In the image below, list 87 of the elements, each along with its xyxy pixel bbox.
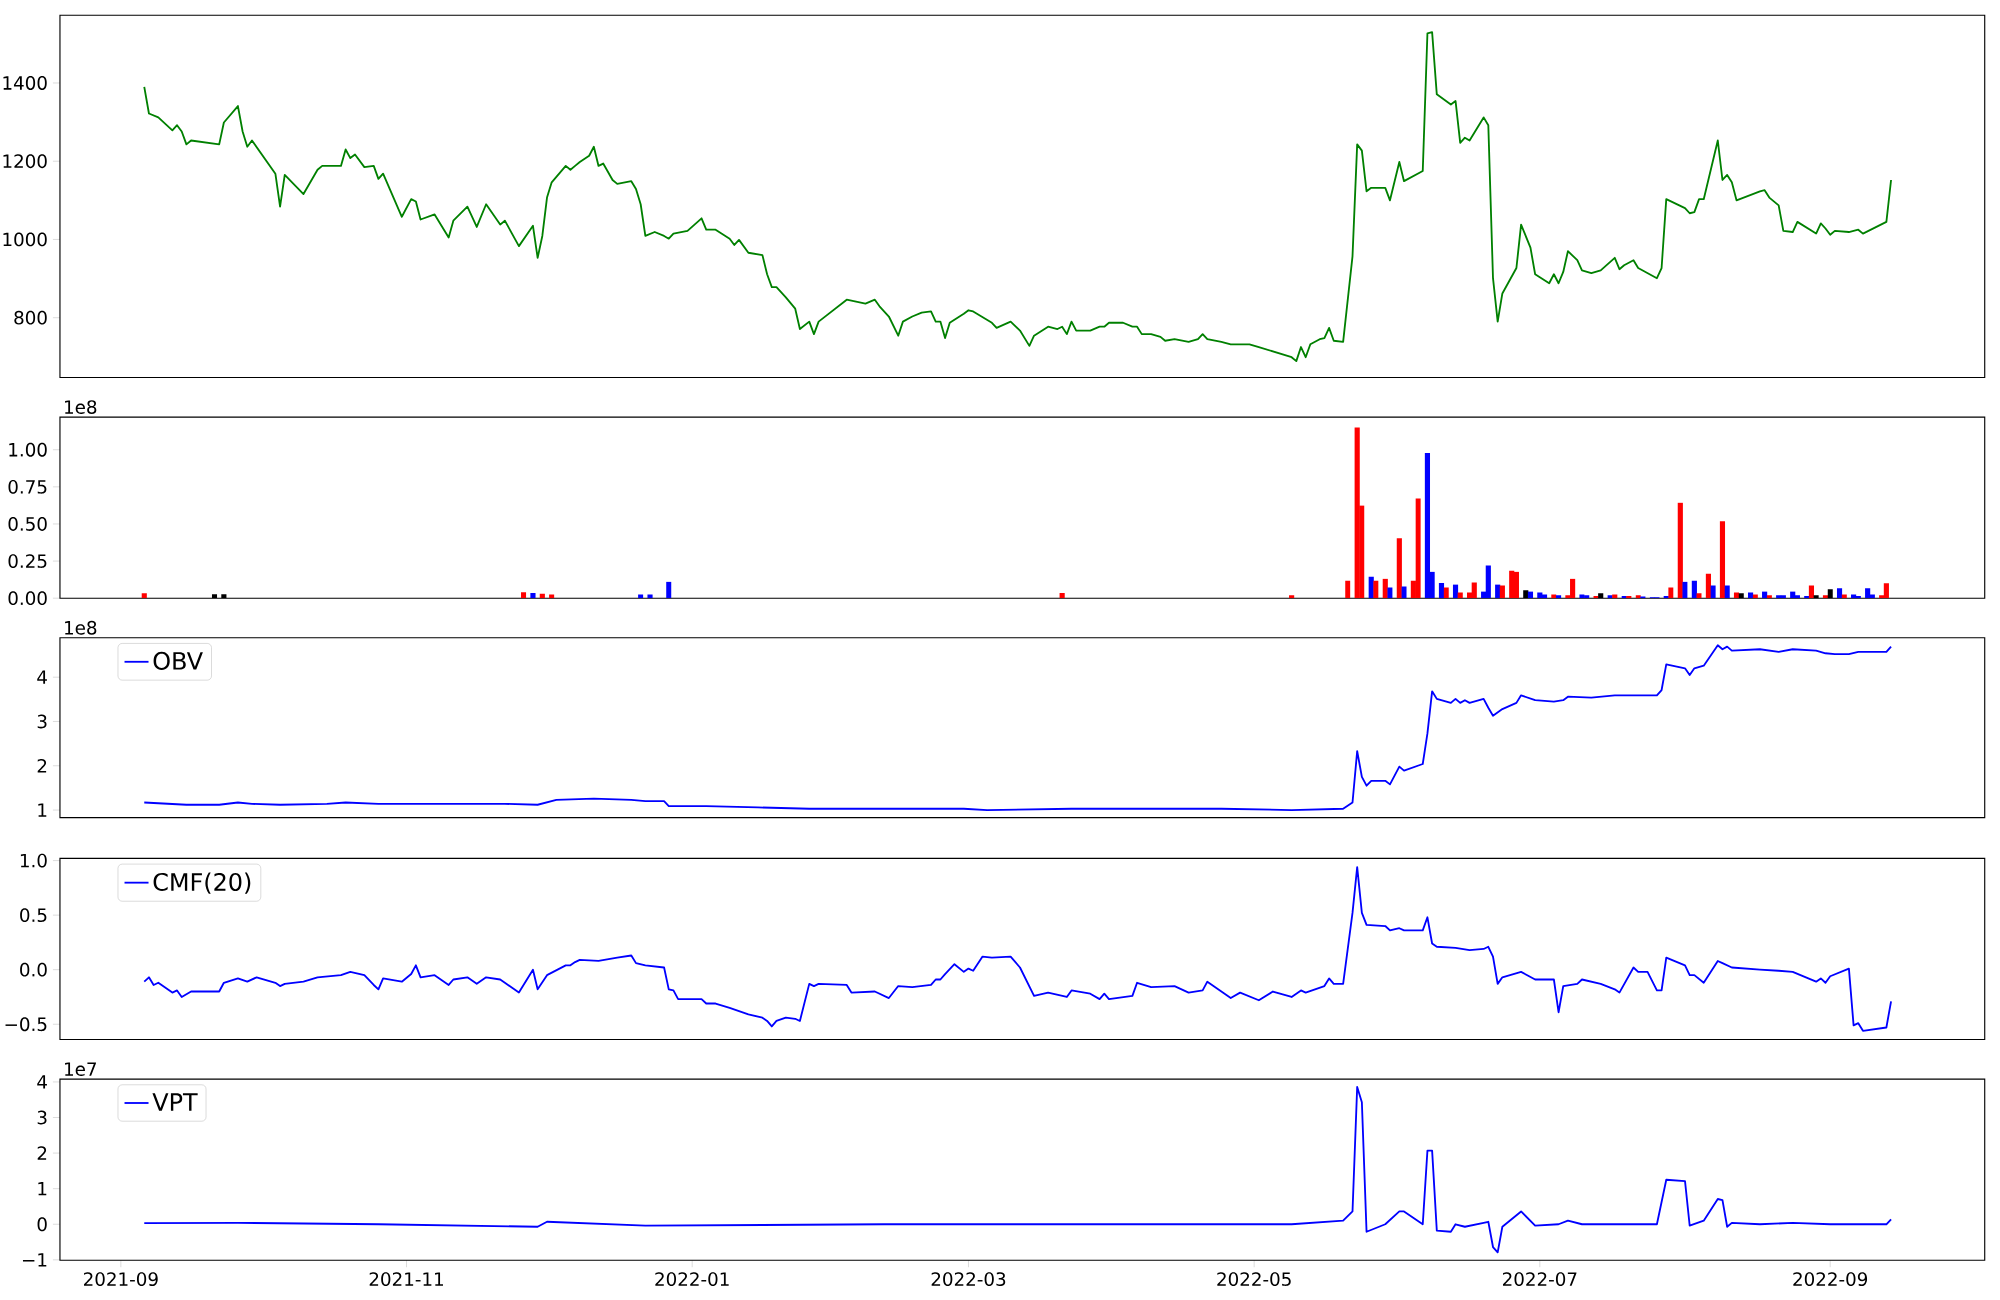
bar bbox=[1747, 592, 1754, 599]
bar bbox=[1471, 582, 1477, 599]
bar bbox=[1541, 594, 1548, 599]
bar bbox=[1808, 585, 1815, 599]
y-tick-label: 1 bbox=[38, 803, 47, 817]
bar bbox=[1841, 594, 1847, 599]
bar bbox=[1443, 587, 1449, 599]
bar bbox=[1855, 596, 1861, 599]
bar bbox=[1668, 587, 1674, 599]
bar bbox=[1804, 596, 1810, 599]
bar bbox=[1677, 502, 1683, 599]
bar bbox=[638, 594, 644, 599]
y-tick-label: −1 bbox=[22, 1253, 47, 1267]
y-tick-label: −0.5 bbox=[5, 1017, 47, 1032]
y-tick-label: 0.0 bbox=[20, 962, 47, 977]
y-tick-label: 3 bbox=[37, 714, 47, 729]
y-tick-label: 4 bbox=[37, 1075, 47, 1089]
bar bbox=[1457, 592, 1463, 599]
y-tick-label: 1000 bbox=[3, 232, 47, 247]
bar bbox=[1345, 580, 1351, 599]
text: 1e8 bbox=[65, 620, 97, 635]
y-tick-label: 0.75 bbox=[8, 479, 47, 494]
bar bbox=[1509, 570, 1515, 599]
bar bbox=[1883, 583, 1889, 599]
bar bbox=[1635, 595, 1641, 599]
bar bbox=[1438, 582, 1445, 599]
bar bbox=[1612, 594, 1618, 599]
bar bbox=[1555, 595, 1562, 599]
text: 1e8 bbox=[65, 400, 97, 414]
y-tick-label: 2 bbox=[37, 1146, 47, 1160]
bar bbox=[1724, 585, 1730, 599]
legend-label: VPT bbox=[152, 1093, 198, 1111]
bar bbox=[1865, 588, 1871, 599]
x-tick-label: 2022-01 bbox=[655, 1272, 729, 1287]
bar bbox=[1424, 452, 1431, 599]
bar bbox=[1705, 573, 1711, 599]
x-tick-label: 2022-05 bbox=[1217, 1272, 1291, 1287]
bar bbox=[1822, 595, 1829, 599]
bar bbox=[1513, 571, 1519, 599]
bar bbox=[1752, 594, 1758, 599]
y-tick-label: 1400 bbox=[3, 76, 47, 90]
y-tick-label: 4 bbox=[37, 670, 47, 684]
line-series bbox=[143, 866, 1892, 1032]
x-tick-label: 2022-09 bbox=[1793, 1272, 1868, 1287]
y-tick-label: 1 bbox=[38, 1182, 47, 1196]
bar bbox=[647, 594, 653, 599]
x-tick-label: 2021-11 bbox=[369, 1272, 443, 1287]
bar bbox=[1059, 592, 1065, 599]
y-tick-label: 0.50 bbox=[8, 517, 47, 531]
text: 1e7 bbox=[65, 1062, 96, 1076]
y-tick-label: 0.5 bbox=[20, 908, 47, 923]
bar bbox=[1551, 594, 1557, 599]
bar bbox=[1719, 521, 1726, 599]
y-tick-label: 800 bbox=[14, 310, 47, 325]
bar bbox=[1499, 585, 1505, 599]
bar bbox=[1851, 594, 1857, 599]
x-tick-label: 2022-03 bbox=[931, 1272, 1006, 1287]
bar bbox=[141, 593, 147, 599]
bar bbox=[1495, 584, 1501, 599]
bar bbox=[1626, 596, 1632, 599]
y-tick-label: 0.25 bbox=[8, 554, 47, 568]
legend-label: OBV bbox=[153, 651, 203, 670]
bar bbox=[530, 592, 536, 599]
bar bbox=[1485, 565, 1491, 599]
bar bbox=[1537, 592, 1543, 599]
legend-label: CMF(20) bbox=[153, 872, 251, 894]
bar bbox=[1794, 595, 1800, 599]
bar bbox=[1289, 595, 1295, 599]
x-tick-label: 2021-09 bbox=[84, 1272, 158, 1287]
bar bbox=[1766, 595, 1772, 599]
bar bbox=[1776, 595, 1782, 599]
y-tick-label: 1200 bbox=[3, 154, 47, 169]
y-tick-label: 1.00 bbox=[9, 442, 47, 457]
bar bbox=[521, 592, 527, 599]
bar bbox=[1836, 588, 1843, 599]
bar bbox=[549, 594, 555, 599]
bar bbox=[1780, 595, 1786, 599]
bar bbox=[1452, 584, 1459, 599]
x-tick-label: 2022-07 bbox=[1502, 1272, 1577, 1287]
bar bbox=[1584, 595, 1590, 599]
y-tick-label: 1.0 bbox=[20, 853, 47, 868]
bar bbox=[1733, 592, 1740, 599]
y-tick-label: 0 bbox=[37, 1217, 47, 1232]
bar bbox=[1396, 538, 1402, 599]
y-tick-label: 2 bbox=[37, 758, 47, 773]
y-tick-label: 0.00 bbox=[8, 591, 47, 606]
y-tick-label: 3 bbox=[37, 1110, 47, 1125]
